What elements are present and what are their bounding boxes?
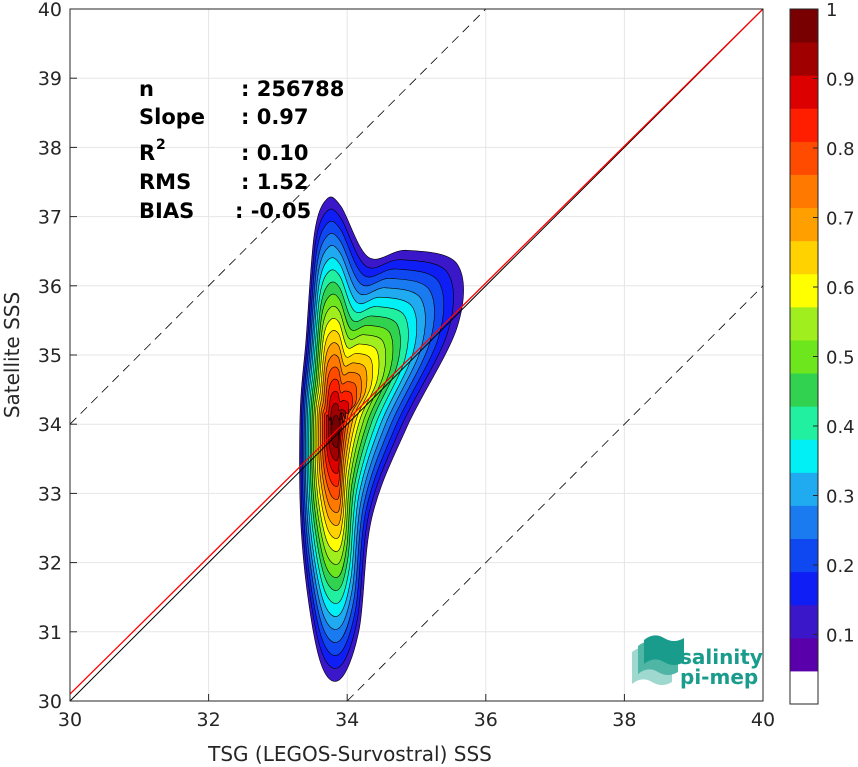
reference-lines [70, 9, 763, 701]
colorbar: 0.1 0.2 0.3 0.4 0.5 0.6 0.7 0.8 0.9 1 [789, 0, 855, 705]
y-tick-label: 38 [38, 137, 62, 159]
stat-label: BIAS [139, 199, 194, 223]
logo-line-1: salinity [680, 645, 763, 669]
x-tick-label: 36 [474, 709, 498, 731]
y-tick-label: 30 [38, 691, 62, 713]
y-tick-label: 36 [38, 276, 62, 298]
y-tick-label: 34 [38, 414, 62, 436]
colorbar-segment [790, 439, 818, 473]
stat-value: : 1.52 [241, 170, 309, 194]
colorbar-segment [790, 538, 818, 573]
colorbar-tick-label: 1 [826, 0, 837, 21]
colorbar-segment [790, 670, 818, 705]
colorbar-segment [790, 505, 818, 540]
x-tick-label: 34 [335, 709, 359, 731]
stat-value: : 0.10 [241, 141, 309, 165]
x-tick-label: 30 [58, 709, 82, 731]
stat-value: : 256788 [241, 77, 344, 101]
colorbar-segment [790, 207, 818, 242]
y-tick-label: 35 [38, 345, 62, 367]
colorbar-segment [790, 141, 818, 175]
colorbar-tick-label: 0.5 [826, 348, 855, 369]
colorbar-tick-label: 0.6 [826, 278, 855, 299]
stat-label: RMS [139, 170, 191, 194]
logo-waves-icon [632, 635, 684, 685]
colorbar-tick-label: 0.1 [826, 626, 855, 647]
colorbar-segment [790, 42, 818, 76]
colorbar-segment [790, 472, 818, 506]
lower-offset-line [346, 285, 763, 701]
colorbar-segment [790, 108, 818, 142]
y-tick-label: 33 [38, 483, 62, 505]
y-tick-label: 37 [38, 207, 62, 229]
colorbar-tick-label: 0.8 [826, 139, 855, 160]
stat-label: n [139, 77, 154, 101]
y-tick-label: 40 [38, 0, 62, 21]
density-contours [299, 196, 464, 682]
colorbar-tick-label: 0.9 [826, 70, 855, 91]
x-tick-label: 32 [197, 709, 221, 731]
stat-label: Slope [139, 105, 205, 129]
y-tick-label: 31 [38, 622, 62, 644]
colorbar-segment [790, 273, 818, 308]
stat-value: : -0.05 [235, 199, 311, 223]
colorbar-segment [790, 174, 818, 209]
grid [69, 8, 764, 702]
x-axis: 30 32 34 36 38 40 [58, 694, 775, 731]
y-axis: 30 31 32 33 34 35 36 37 38 39 40 [38, 0, 77, 713]
salinity-pi-mep-logo: salinity pi-mep [632, 635, 763, 689]
stat-label: R [139, 141, 155, 165]
colorbar-tick-label: 0.4 [826, 417, 855, 438]
colorbar-segment [790, 306, 818, 341]
colorbar-segment [790, 75, 818, 109]
colorbar-tick-label: 0.3 [826, 487, 855, 508]
statistics-box: n : 256788 Slope : 0.97 R 2 : 0.10 RMS : 1.52 BIA… [139, 77, 344, 223]
colorbar-segment [790, 571, 818, 606]
y-tick-label: 32 [38, 553, 62, 575]
colorbar-tick-label: 0.7 [826, 209, 855, 230]
colorbar-segment [790, 373, 818, 407]
colorbar-segment [790, 406, 818, 440]
colorbar-segment [790, 9, 818, 43]
upper-offset-line [70, 9, 487, 425]
colorbar-segment [790, 637, 818, 672]
stat-superscript: 2 [156, 137, 166, 153]
stat-value: : 0.97 [241, 105, 309, 129]
y-tick-label: 39 [38, 68, 62, 90]
x-tick-label: 38 [612, 709, 636, 731]
colorbar-tick-label: 0.2 [826, 556, 855, 577]
fit-line [70, 9, 763, 695]
logo-line-2: pi-mep [680, 665, 758, 689]
colorbar-segment [790, 604, 818, 639]
colorbar-segment [790, 240, 818, 275]
x-axis-title: TSG (LEGOS-Survostral) SSS [207, 742, 492, 766]
x-tick-label: 40 [751, 709, 775, 731]
y-axis-title: Satellite SSS [0, 292, 24, 418]
one-to-one-line [70, 9, 763, 701]
